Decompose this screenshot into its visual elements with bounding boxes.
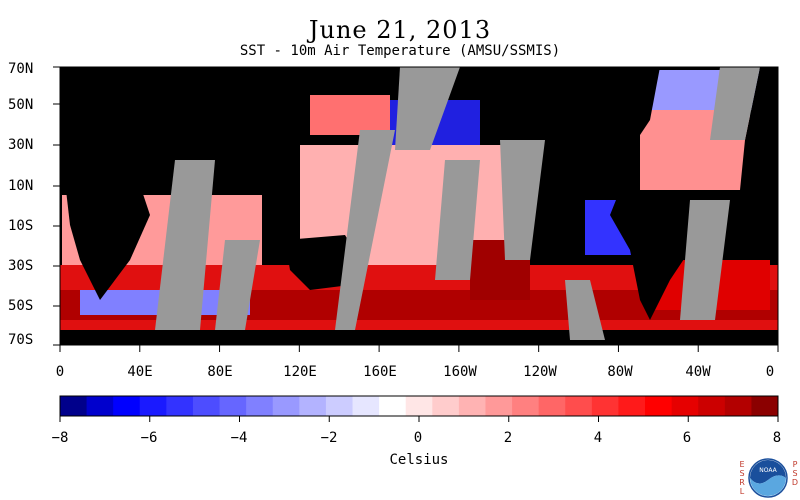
colorbar-swatch: [618, 396, 646, 416]
colorbar-swatch: [379, 396, 407, 416]
colorbar-swatch: [299, 396, 327, 416]
colorbar-swatch: [591, 396, 619, 416]
colorbar-swatch: [698, 396, 726, 416]
colorbar-unit-label: Celsius: [389, 452, 449, 468]
missing-swath-4: [395, 67, 460, 150]
lat-label-10s: 10S: [8, 218, 34, 234]
colorbar-label-2: 2: [503, 430, 513, 446]
colorbar-swatch: [86, 396, 114, 416]
colorbar-label-neg8: −8: [51, 430, 69, 446]
colorbar-swatch: [565, 396, 593, 416]
lat-label-70n: 70N: [8, 61, 34, 77]
map-subtitle: SST - 10m Air Temperature (AMSU/SSMIS): [239, 43, 561, 59]
lon-label-120e: 120E: [283, 364, 317, 380]
missing-swath-5: [435, 160, 480, 280]
lon-label-120w: 120W: [523, 364, 557, 380]
north-america: [545, 67, 660, 180]
map-ticks: [53, 66, 779, 352]
colorbar-swatch: [272, 396, 300, 416]
colorbar-swatch: [219, 396, 247, 416]
eurasia: [60, 67, 300, 210]
colorbar-swatch: [751, 396, 779, 416]
missing-data-swaths: [155, 67, 760, 340]
australia: [285, 235, 360, 290]
svg-text:NOAA: NOAA: [759, 467, 777, 474]
colorbar-label-neg4: −4: [230, 430, 248, 446]
colorbar-swatch: [246, 396, 274, 416]
colorbar-swatch: [458, 396, 486, 416]
lon-label-160e: 160E: [363, 364, 397, 380]
north-pacific-warm: [310, 95, 390, 135]
colorbar-swatch: [192, 396, 221, 416]
map-frame: [59, 66, 779, 346]
colorbar-swatch: [405, 396, 433, 416]
lat-label-10n: 10N: [8, 178, 34, 194]
colorbar-swatch: [139, 396, 167, 416]
colorbar-swatch: [352, 396, 380, 416]
colorbar-swatch: [512, 396, 540, 416]
lon-label-80w: 80W: [607, 364, 633, 380]
missing-swath-7: [565, 280, 605, 340]
colorbar-swatch: [485, 396, 513, 416]
lat-label-30s: 30S: [8, 258, 34, 274]
colorbar-label-0: 0: [413, 430, 423, 446]
continents: [60, 67, 778, 345]
lat-label-50n: 50N: [8, 97, 34, 113]
colorbar-swatch: [166, 396, 194, 416]
africa: [66, 185, 150, 300]
lon-label-80e: 80E: [207, 364, 233, 380]
colorbar-swatch: [113, 396, 141, 416]
lon-label-40w: 40W: [685, 364, 711, 380]
map-title: June 21, 2013: [308, 16, 492, 44]
colorbar-swatch: [538, 396, 566, 416]
missing-swath-9: [710, 67, 760, 140]
noaa-logo: NOAA: [748, 458, 788, 498]
missing-swath-1: [155, 160, 215, 330]
lat-label-70s: 70S: [8, 332, 34, 348]
map-plot-area: [53, 66, 779, 352]
lon-label-40e: 40E: [127, 364, 153, 380]
colorbar: [59, 395, 779, 422]
lon-label-0-east: 0: [765, 364, 775, 380]
colorbar-label-4: 4: [593, 430, 603, 446]
colorbar-swatch: [60, 396, 88, 416]
missing-swath-8: [680, 200, 730, 320]
colorbar-label-neg6: −6: [140, 430, 158, 446]
lat-label-50s: 50S: [8, 298, 34, 314]
colorbar-swatch: [325, 396, 354, 416]
missing-swath-6: [500, 140, 545, 260]
antarctica: [60, 332, 778, 345]
colorbar-swatch: [432, 396, 460, 416]
lon-label-0-west: 0: [55, 364, 65, 380]
colorbar-label-neg2: −2: [320, 430, 338, 446]
lon-label-160w: 160W: [443, 364, 477, 380]
lat-label-30n: 30N: [8, 137, 34, 153]
colorbar-label-8: 8: [772, 430, 782, 446]
missing-swath-2: [215, 240, 260, 330]
colorbar-label-6: 6: [682, 430, 692, 446]
colorbar-swatch: [724, 396, 752, 416]
south-america: [610, 190, 700, 320]
europe-africa-east: [740, 67, 778, 260]
colorbar-swatch: [645, 396, 673, 416]
missing-swath-3: [335, 130, 395, 330]
colorbar-swatch: [671, 396, 699, 416]
